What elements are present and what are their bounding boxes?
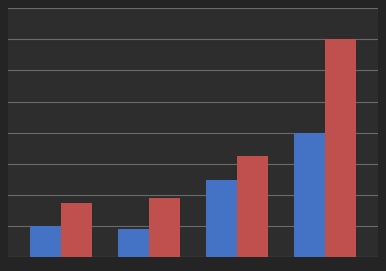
Bar xyxy=(206,179,237,257)
Bar xyxy=(237,156,268,257)
Bar xyxy=(149,198,180,257)
Bar xyxy=(118,229,149,257)
Bar xyxy=(30,226,61,257)
Bar xyxy=(295,133,325,257)
Bar xyxy=(61,203,91,257)
Bar xyxy=(325,39,356,257)
